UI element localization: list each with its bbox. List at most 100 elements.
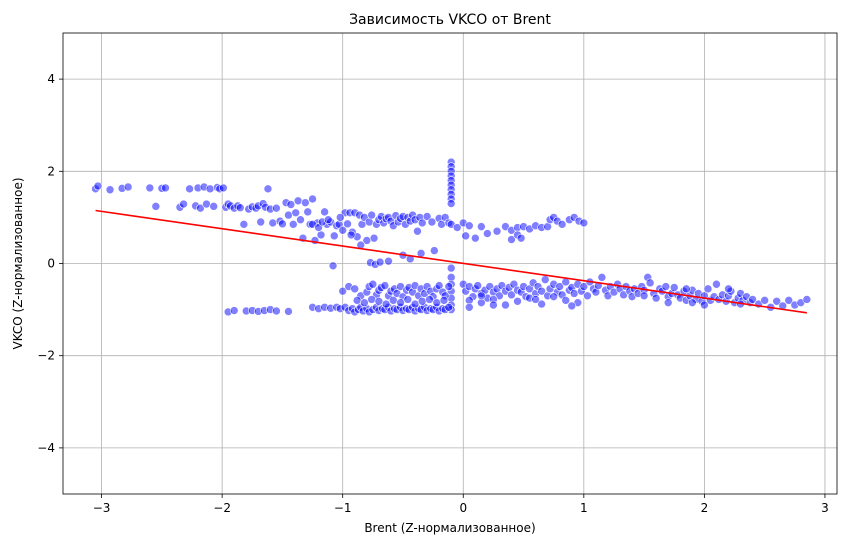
data-point [376, 258, 384, 266]
x-axis-label: Brent (Z-нормализованное) [364, 521, 535, 535]
data-point [700, 301, 708, 309]
data-point [433, 299, 441, 307]
data-point [257, 218, 265, 226]
data-point [640, 292, 648, 300]
data-point [550, 293, 558, 301]
data-point [264, 185, 272, 193]
data-point [570, 289, 578, 297]
x-tick-label: −3 [93, 501, 111, 515]
data-point [583, 292, 591, 300]
data-point [477, 292, 485, 300]
x-tick-label: 2 [701, 501, 709, 515]
data-point [568, 302, 576, 310]
data-point [124, 183, 132, 191]
data-point [532, 295, 540, 303]
chart-title: Зависимость VKCO от Brent [349, 12, 551, 28]
points-layer [92, 158, 811, 316]
data-point [219, 184, 227, 192]
data-point [426, 295, 434, 303]
data-point [517, 234, 525, 242]
data-point [413, 227, 421, 235]
data-point [558, 220, 566, 228]
data-point [664, 299, 672, 307]
data-point [324, 216, 332, 224]
data-point [598, 273, 606, 281]
y-tick-label: −2 [37, 349, 55, 363]
data-point [240, 220, 248, 228]
data-point [652, 294, 660, 302]
data-point [682, 285, 690, 293]
data-point [360, 299, 368, 307]
data-point [186, 185, 194, 193]
data-point [803, 295, 811, 303]
data-point [712, 280, 720, 288]
y-tick-label: 0 [47, 257, 55, 271]
data-point [447, 264, 455, 272]
data-point [301, 199, 309, 207]
data-point [269, 219, 277, 227]
data-point [397, 299, 405, 307]
data-point [477, 223, 485, 231]
data-point [474, 282, 482, 290]
data-point [330, 232, 338, 240]
data-point [428, 218, 436, 226]
data-point [489, 301, 497, 309]
data-point [370, 234, 378, 242]
data-point [278, 220, 286, 228]
data-point [146, 184, 154, 192]
data-point [670, 283, 678, 291]
y-tick-label: −4 [37, 441, 55, 455]
data-point [351, 285, 359, 293]
data-point [369, 280, 377, 288]
data-point [704, 285, 712, 293]
data-point [385, 257, 393, 265]
data-point [445, 303, 453, 311]
data-point [501, 301, 509, 309]
data-point [465, 303, 473, 311]
data-point [294, 197, 302, 205]
data-point [230, 307, 238, 315]
data-point [471, 234, 479, 242]
data-point [440, 296, 448, 304]
data-point [404, 295, 412, 303]
data-point [580, 219, 588, 227]
data-point [662, 283, 670, 291]
data-point [206, 185, 214, 193]
data-point [321, 208, 329, 216]
data-point [329, 262, 337, 270]
data-point [202, 200, 210, 208]
data-point [688, 299, 696, 307]
data-point [514, 297, 522, 305]
data-point [292, 209, 300, 217]
data-point [445, 283, 453, 291]
data-point [483, 230, 491, 238]
data-point [180, 200, 188, 208]
data-point [161, 184, 169, 192]
x-tick-label: −2 [213, 501, 231, 515]
x-tick-label: 1 [580, 501, 588, 515]
data-point [724, 285, 732, 293]
data-point [382, 300, 390, 308]
data-point [272, 204, 280, 212]
data-point [430, 247, 438, 255]
y-axis-label: VKCO (Z-нормализованное) [11, 177, 25, 349]
data-point [447, 200, 455, 208]
data-point [761, 296, 769, 304]
y-tick-label: 2 [47, 164, 55, 178]
x-tick-label: 3 [821, 501, 829, 515]
data-point [368, 295, 376, 303]
data-point [462, 232, 470, 240]
data-point [347, 231, 355, 239]
data-point [287, 200, 295, 208]
data-point [304, 208, 312, 216]
data-point [541, 276, 549, 284]
data-point [284, 211, 292, 219]
data-point [353, 296, 361, 304]
data-point [309, 195, 317, 203]
data-point [297, 216, 305, 224]
data-point [336, 213, 344, 221]
data-point [106, 186, 114, 194]
data-point [418, 297, 426, 305]
data-point [317, 231, 325, 239]
